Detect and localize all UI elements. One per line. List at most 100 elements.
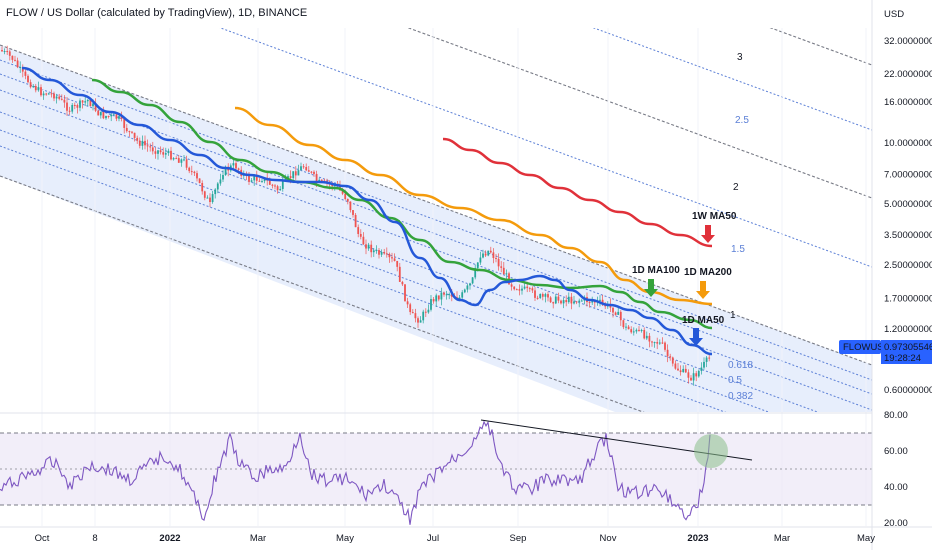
candle-body-146 xyxy=(380,252,383,255)
candle-body-179 xyxy=(466,285,469,290)
candle-body-2 xyxy=(6,51,9,53)
candle-body-119 xyxy=(310,171,313,173)
candle-body-70 xyxy=(183,159,185,161)
channel-fill xyxy=(0,45,872,412)
time-tick-8: 2023 xyxy=(687,533,708,544)
candle-body-79 xyxy=(206,197,209,199)
arrow-1d-ma50 xyxy=(689,328,703,346)
candle-body-11 xyxy=(29,82,32,88)
candle-body-45 xyxy=(118,116,120,119)
candle-body-69 xyxy=(180,159,183,163)
candle-body-112 xyxy=(292,171,295,179)
candle-body-182 xyxy=(474,267,477,278)
candle-body-40 xyxy=(105,115,107,119)
fib-label-0-382: 0.382 xyxy=(728,391,753,402)
candle-body-271 xyxy=(705,357,708,362)
candle-body-183 xyxy=(476,262,479,268)
candle-body-78 xyxy=(203,191,206,198)
candle-body-29 xyxy=(76,105,79,108)
candle-body-85 xyxy=(222,175,224,180)
time-tick-5: Jul xyxy=(427,533,439,544)
candle-body-36 xyxy=(94,103,97,111)
candle-body-28 xyxy=(73,104,76,106)
candle-body-26 xyxy=(68,110,71,112)
price-tick-2: 16.00000000 xyxy=(884,97,932,108)
candle-body-156 xyxy=(406,301,409,305)
candle-body-30 xyxy=(79,100,81,108)
fib-line-5 xyxy=(0,129,770,412)
candle-body-242 xyxy=(630,329,633,333)
candle-body-76 xyxy=(198,178,201,184)
candle-body-49 xyxy=(128,131,131,133)
candle-body-61 xyxy=(159,150,162,153)
candle-body-31 xyxy=(81,100,84,103)
candle-body-21 xyxy=(55,96,58,99)
candle-body-13 xyxy=(34,86,37,91)
price-tick-10: 0.60000000 xyxy=(884,385,932,396)
candle-body-74 xyxy=(193,171,196,174)
candle-body-170 xyxy=(443,292,445,295)
candle-body-171 xyxy=(445,294,448,296)
fib-label-2: 2 xyxy=(733,182,739,193)
candle-body-135 xyxy=(352,210,354,215)
arrow-1d-ma100 xyxy=(644,279,658,297)
candle-body-152 xyxy=(396,260,399,267)
candle-body-206 xyxy=(536,297,539,299)
candle-body-218 xyxy=(567,296,570,303)
candle-body-181 xyxy=(471,277,474,284)
candle-body-113 xyxy=(294,171,297,176)
candle-body-37 xyxy=(97,110,100,116)
candle-body-60 xyxy=(157,150,159,154)
candle-body-214 xyxy=(557,296,560,301)
candle-body-241 xyxy=(627,326,630,330)
rsi-axis-ticks: 80.00 60.00 40.00 20.00 xyxy=(884,410,908,529)
candle-body-43 xyxy=(112,114,115,116)
candle-body-254 xyxy=(661,342,664,344)
candle-body-103 xyxy=(268,180,271,185)
candle-body-205 xyxy=(534,290,536,298)
fib-line-1 xyxy=(0,59,872,381)
candle-body-140 xyxy=(365,244,367,249)
candle-body-133 xyxy=(346,199,349,202)
candle-body-38 xyxy=(99,111,102,116)
candle-body-228 xyxy=(593,301,596,303)
candle-body-97 xyxy=(253,176,256,181)
candle-body-158 xyxy=(411,312,414,314)
candle-body-91 xyxy=(237,168,240,170)
candle-body-122 xyxy=(318,179,321,182)
candle-body-18 xyxy=(47,93,50,95)
time-tick-6: Sep xyxy=(510,533,527,544)
ticker-price: 0.97305546 xyxy=(884,342,932,353)
candle-body-67 xyxy=(175,158,178,160)
candle-body-134 xyxy=(349,201,352,211)
candle-body-227 xyxy=(591,301,594,303)
time-tick-9: Mar xyxy=(774,533,790,544)
candle-body-226 xyxy=(588,302,591,304)
candle-body-105 xyxy=(274,185,276,187)
candle-body-104 xyxy=(271,184,274,186)
candle-body-52 xyxy=(136,137,139,141)
candle-body-147 xyxy=(383,252,386,254)
candle-body-220 xyxy=(573,301,575,304)
candle-body-19 xyxy=(50,93,53,95)
candle-body-160 xyxy=(417,318,419,323)
price-tick-6: 3.50000000 xyxy=(884,230,932,241)
candle-body-261 xyxy=(679,370,682,373)
candle-body-22 xyxy=(58,96,61,99)
candle-body-153 xyxy=(398,266,401,282)
fib-label-0-618: 0.618 xyxy=(728,360,753,371)
fib-line-8 xyxy=(219,28,872,268)
candle-body-166 xyxy=(432,299,435,302)
annotation-1d-ma50: 1D MA50 xyxy=(682,315,725,326)
candle-body-143 xyxy=(372,250,375,253)
candle-body-83 xyxy=(216,183,219,190)
candle-body-51 xyxy=(133,132,136,138)
candle-body-211 xyxy=(549,297,552,303)
candle-body-99 xyxy=(258,180,261,182)
price-tick-0: 32.00000000 xyxy=(884,36,932,47)
candle-body-237 xyxy=(617,311,620,315)
candle-body-255 xyxy=(664,342,666,350)
candle-body-169 xyxy=(440,292,443,300)
candle-body-53 xyxy=(138,140,141,146)
candle-body-216 xyxy=(562,300,565,304)
